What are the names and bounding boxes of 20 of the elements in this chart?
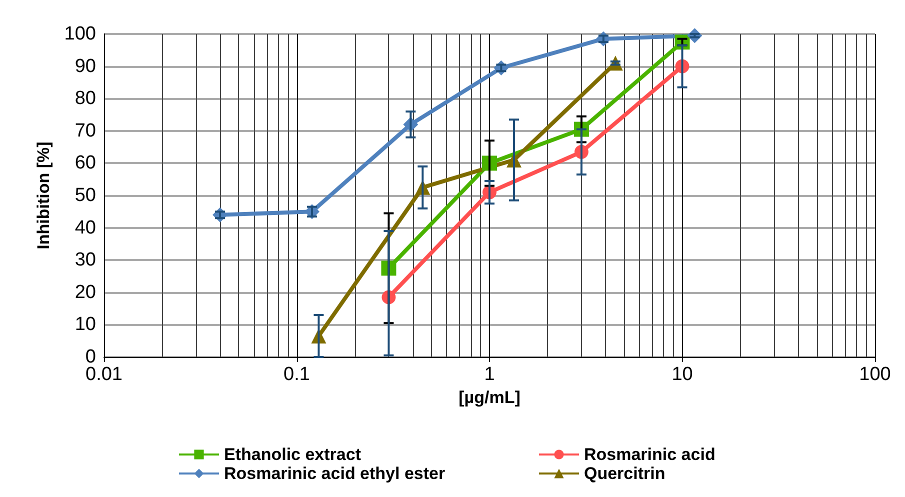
y-tick-label: 40 [74, 217, 96, 238]
y-tick-label: 10 [74, 314, 96, 336]
y-tick-label: 70 [74, 120, 96, 142]
y-tick-label: 20 [74, 282, 96, 303]
x-axis-title: [µg/mL] [458, 388, 520, 407]
y-tick-label: 100 [64, 24, 96, 44]
y-tick-label: 60 [74, 152, 96, 174]
x-tick-label: 100 [859, 364, 891, 385]
y-tick-label: 50 [74, 185, 96, 206]
x-tick-label: 0.1 [284, 364, 310, 385]
x-tick-label: 10 [672, 364, 693, 385]
legend-label: Quercitrin [584, 464, 666, 483]
y-axis-title: Inhibition [%] [34, 142, 53, 250]
y-tick-label: 80 [74, 88, 96, 110]
legend-label: Rosmarinic acid ethyl ester [224, 464, 446, 483]
y-tick-label: 30 [74, 250, 96, 271]
legend-label: Rosmarinic acid [584, 445, 716, 464]
legend-label: Ethanolic extract [224, 445, 362, 464]
x-tick-label: 1 [484, 364, 495, 385]
y-tick-label: 90 [74, 56, 96, 77]
